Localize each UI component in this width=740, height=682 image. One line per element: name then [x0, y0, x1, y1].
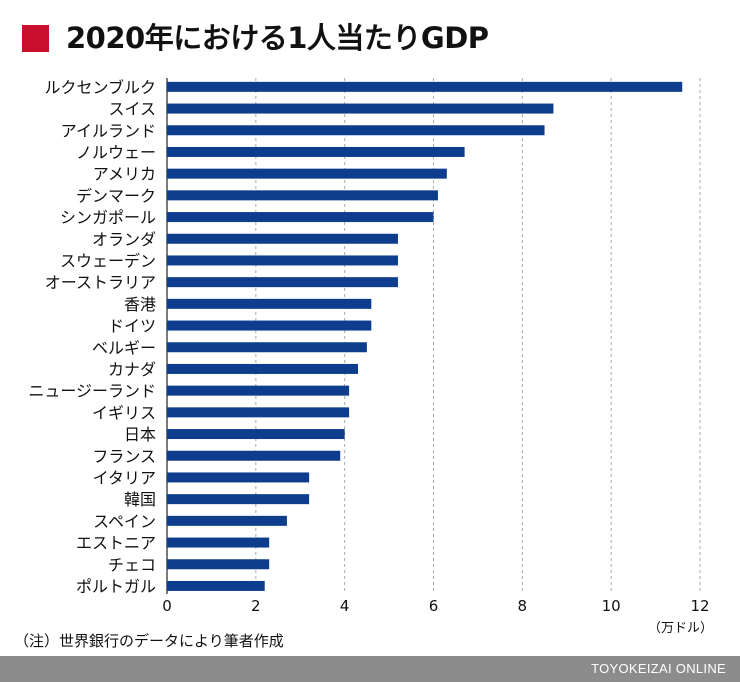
category-label: スペイン — [93, 512, 156, 531]
bar — [167, 559, 270, 570]
category-label: ルクセンブルク — [44, 78, 156, 97]
x-tick-label: 8 — [518, 597, 528, 615]
bar — [167, 494, 310, 505]
x-tick-label: 12 — [690, 597, 709, 615]
x-tick-label: 4 — [340, 597, 350, 615]
category-label: チェコ — [108, 555, 156, 574]
bar — [167, 472, 310, 483]
footer-brand: TOYOKEIZAI ONLINE — [591, 661, 726, 676]
category-label: 韓国 — [124, 490, 156, 509]
bar — [167, 146, 465, 157]
x-tick-label: 10 — [602, 597, 621, 615]
category-label: ドイツ — [108, 317, 156, 336]
category-label: ニュージーランド — [28, 382, 156, 401]
bar — [167, 81, 683, 92]
bar — [167, 233, 398, 244]
category-label: フランス — [92, 447, 156, 466]
bar — [167, 385, 350, 396]
bar — [167, 103, 554, 114]
category-label: デンマーク — [76, 186, 156, 205]
category-labels: ルクセンブルクスイスアイルランドノルウェーアメリカデンマークシンガポールオランダ… — [28, 78, 156, 596]
bar — [167, 277, 398, 288]
source-note: （注）世界銀行のデータにより筆者作成 — [14, 632, 284, 650]
category-label: ベルギー — [92, 338, 156, 357]
bar — [167, 168, 447, 179]
category-label: オーストラリア — [45, 273, 156, 292]
footer-bar: TOYOKEIZAI ONLINE — [0, 656, 740, 682]
bar — [167, 537, 270, 548]
category-label: 日本 — [124, 425, 156, 444]
category-label: アイルランド — [61, 121, 156, 140]
category-label: イギリス — [92, 403, 156, 422]
bar — [167, 429, 345, 440]
category-label: スウェーデン — [60, 251, 156, 270]
category-label: オランダ — [92, 230, 156, 249]
title-marker — [22, 25, 49, 52]
gridlines — [166, 78, 701, 594]
bar — [167, 125, 545, 136]
category-label: ノルウェー — [76, 143, 156, 162]
x-tick-label: 0 — [162, 597, 172, 615]
category-label: スイス — [108, 100, 156, 119]
bars — [167, 81, 683, 591]
category-label: アメリカ — [93, 165, 156, 184]
category-label: 香港 — [124, 295, 156, 314]
bar-chart: ルクセンブルクスイスアイルランドノルウェーアメリカデンマークシンガポールオランダ… — [28, 78, 713, 636]
x-tick-labels: 0 2 4 6 8 10 12 — [162, 597, 709, 615]
x-tick-label: 2 — [251, 597, 261, 615]
x-axis-unit: （万ドル） — [648, 621, 713, 636]
bar — [167, 407, 350, 418]
category-label: イタリア — [93, 468, 156, 487]
category-label: エストニア — [76, 534, 156, 553]
bar — [167, 320, 372, 331]
x-tick-label: 6 — [429, 597, 439, 615]
category-label: ポルトガル — [76, 577, 156, 596]
bar — [167, 450, 341, 461]
chart-title: 2020年における1人当たりGDP — [66, 21, 489, 55]
bar — [167, 190, 438, 201]
category-label: カナダ — [108, 360, 156, 379]
bar — [167, 580, 265, 591]
bar — [167, 212, 434, 223]
bar — [167, 515, 287, 526]
bar — [167, 363, 358, 374]
category-label: シンガポール — [60, 208, 156, 227]
bar — [167, 342, 367, 353]
bar — [167, 255, 398, 266]
bar — [167, 298, 372, 309]
